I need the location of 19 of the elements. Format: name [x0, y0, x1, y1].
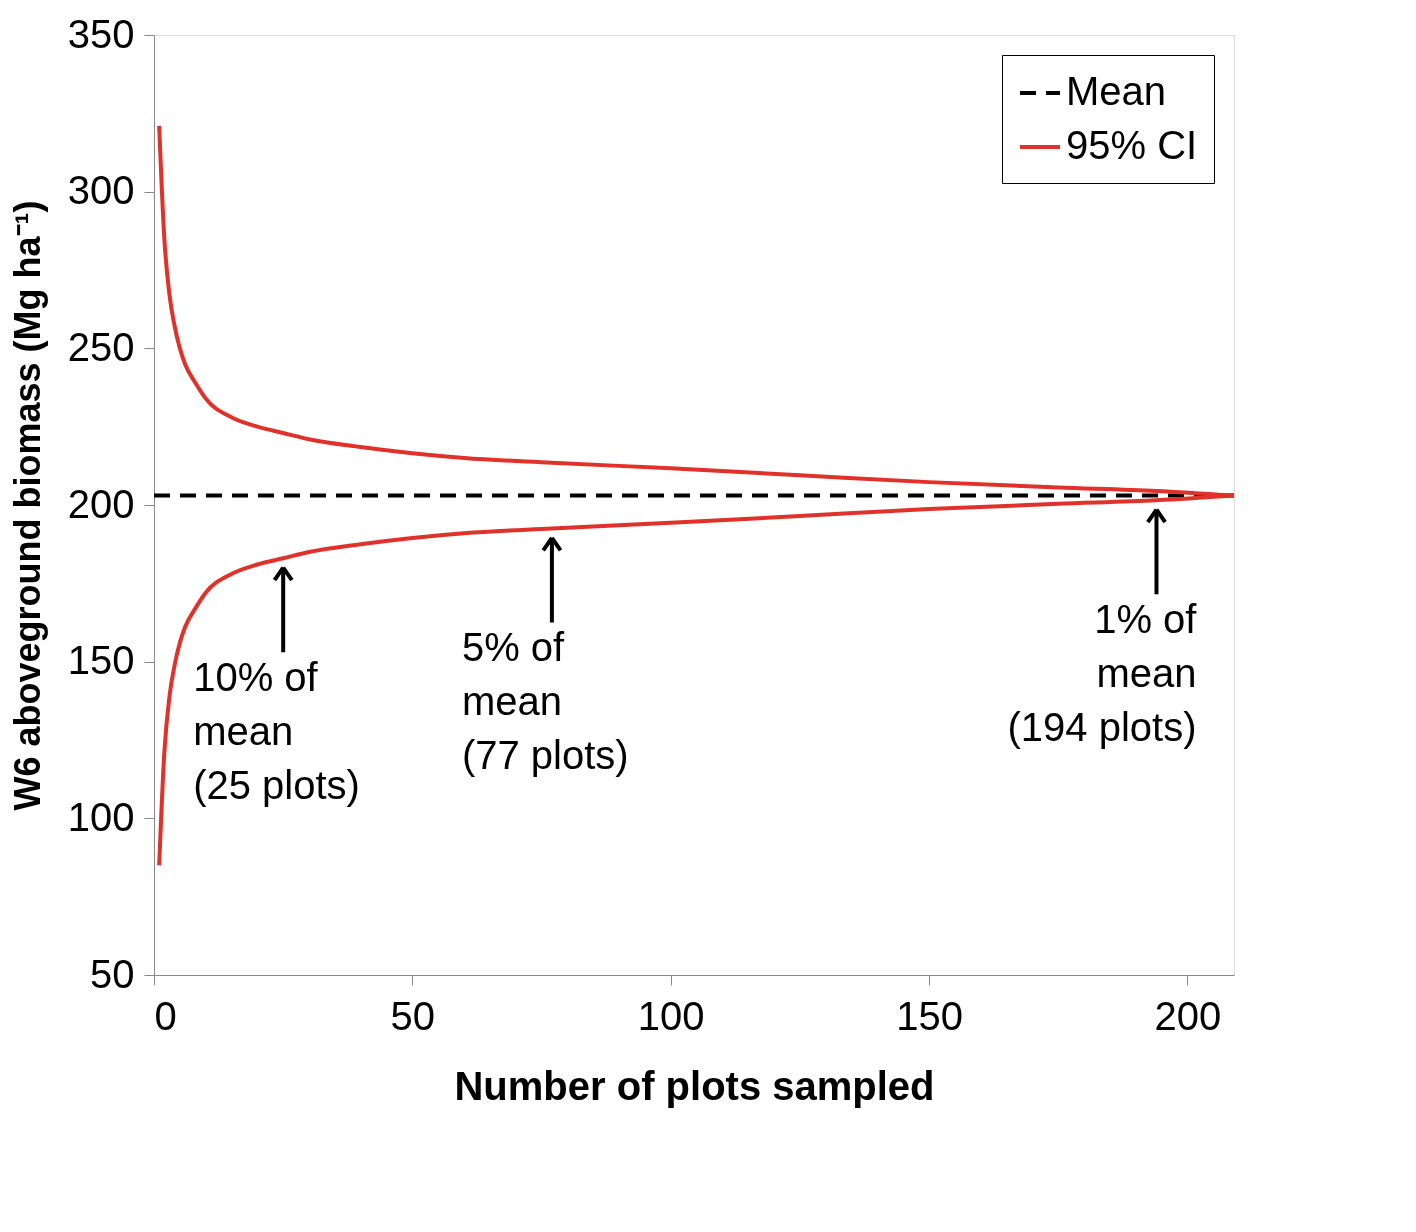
annotation: 1% of mean (194 plots)	[1007, 596, 1198, 749]
y-tick-label: 100	[67, 794, 135, 839]
y-tick-label: 250	[67, 324, 135, 369]
x-axis-title: Number of plots sampled	[454, 1063, 935, 1108]
x-tick-label: 150	[896, 993, 963, 1038]
y-axis-title: W6 aboveground biomass (Mg ha⁻¹)	[6, 200, 48, 811]
x-tick-label: 0	[154, 993, 177, 1038]
y-tick-label: 300	[67, 168, 135, 213]
annotation: 5% of mean (77 plots)	[461, 624, 629, 777]
legend-label: 95% CI	[1066, 123, 1198, 167]
y-tick-label: 200	[67, 481, 135, 526]
legend-label: Mean	[1066, 69, 1167, 113]
x-tick-label: 100	[637, 993, 705, 1038]
x-tick-label: 50	[390, 993, 436, 1038]
y-tick-label: 150	[67, 638, 135, 683]
annotation: 10% of mean (25 plots)	[193, 654, 360, 807]
y-tick-label: 350	[67, 11, 135, 56]
y-tick-label: 50	[90, 951, 135, 996]
x-tick-label: 200	[1154, 993, 1222, 1038]
